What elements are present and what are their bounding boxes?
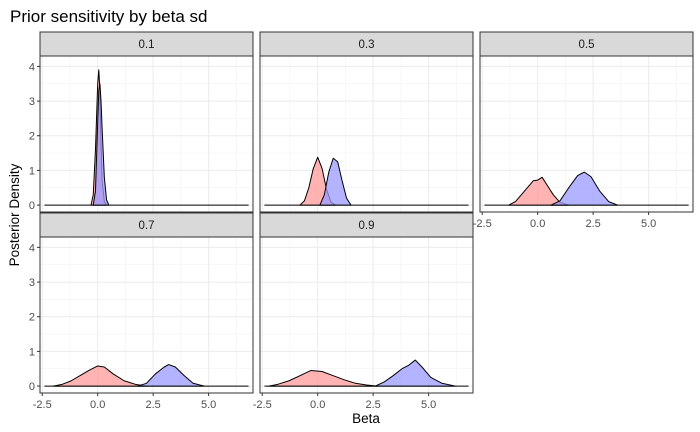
facet-strip-label: 0.3	[359, 39, 375, 51]
panel-border	[479, 55, 694, 213]
x-axis-title: Beta	[352, 411, 380, 426]
chart-title: Prior sensitivity by beta sd	[10, 7, 207, 26]
y-tick-label: 4	[29, 61, 35, 73]
x-tick-label: 5.0	[641, 218, 656, 230]
x-tick-label: 0.0	[310, 399, 325, 411]
facet-strip	[39, 31, 254, 57]
density-area	[137, 364, 205, 387]
x-tick-label: -2.5	[253, 399, 272, 411]
x-tick-label: 2.5	[146, 399, 161, 411]
y-tick-label: 0	[29, 200, 35, 212]
x-tick-label: 0.0	[530, 218, 545, 230]
density-area	[550, 171, 619, 206]
panel-border	[39, 236, 254, 394]
facet-strip	[39, 212, 254, 238]
density-area	[374, 359, 456, 387]
x-tick-label: 5.0	[201, 399, 216, 411]
facet-panel: 0.7 0 1 2 3 4 -2.5 0.0 2.5 5.0	[29, 212, 254, 411]
y-tick-label: 1	[29, 346, 35, 358]
panel-border	[259, 55, 474, 213]
x-tick-label: 2.5	[586, 218, 601, 230]
x-tick-label: 5.0	[421, 399, 436, 411]
facet-strip	[259, 31, 474, 57]
facet-strip-label: 0.7	[139, 220, 155, 232]
y-tick-label: 0	[29, 381, 35, 393]
facet-panel: 0.5 -2.5 0.0 2.5 5.0	[473, 31, 694, 230]
facet-strip-label: 0.1	[139, 39, 155, 51]
y-tick-label: 2	[29, 131, 35, 143]
plot-background	[40, 56, 253, 212]
density-area	[92, 83, 110, 206]
y-tick-label: 4	[29, 242, 35, 254]
plot-background	[260, 237, 473, 393]
facet-panel: 0.3	[259, 31, 474, 213]
facet-strip-label: 0.9	[359, 220, 375, 232]
plot-background	[260, 56, 473, 212]
plot-background	[40, 237, 253, 393]
facet-panel: 0.1 0 1 2 3 4	[29, 31, 254, 213]
y-tick-label: 1	[29, 165, 35, 177]
panel-border	[259, 236, 474, 394]
y-tick-label: 3	[29, 277, 35, 289]
facet-strip	[259, 212, 474, 238]
panel-border	[39, 55, 254, 213]
x-tick-label: -2.5	[33, 399, 52, 411]
density-area	[319, 157, 352, 206]
x-tick-label: 0.0	[90, 399, 105, 411]
facet-panel: 0.9 -2.5 0.0 2.5 5.0	[253, 212, 474, 411]
facet-strip-label: 0.5	[579, 39, 595, 51]
facet-strip	[479, 31, 694, 57]
y-axis-title: Posterior Density	[7, 163, 22, 266]
x-tick-label: -2.5	[473, 218, 492, 230]
y-tick-label: 2	[29, 312, 35, 324]
y-tick-label: 3	[29, 96, 35, 108]
x-tick-label: 2.5	[366, 399, 381, 411]
